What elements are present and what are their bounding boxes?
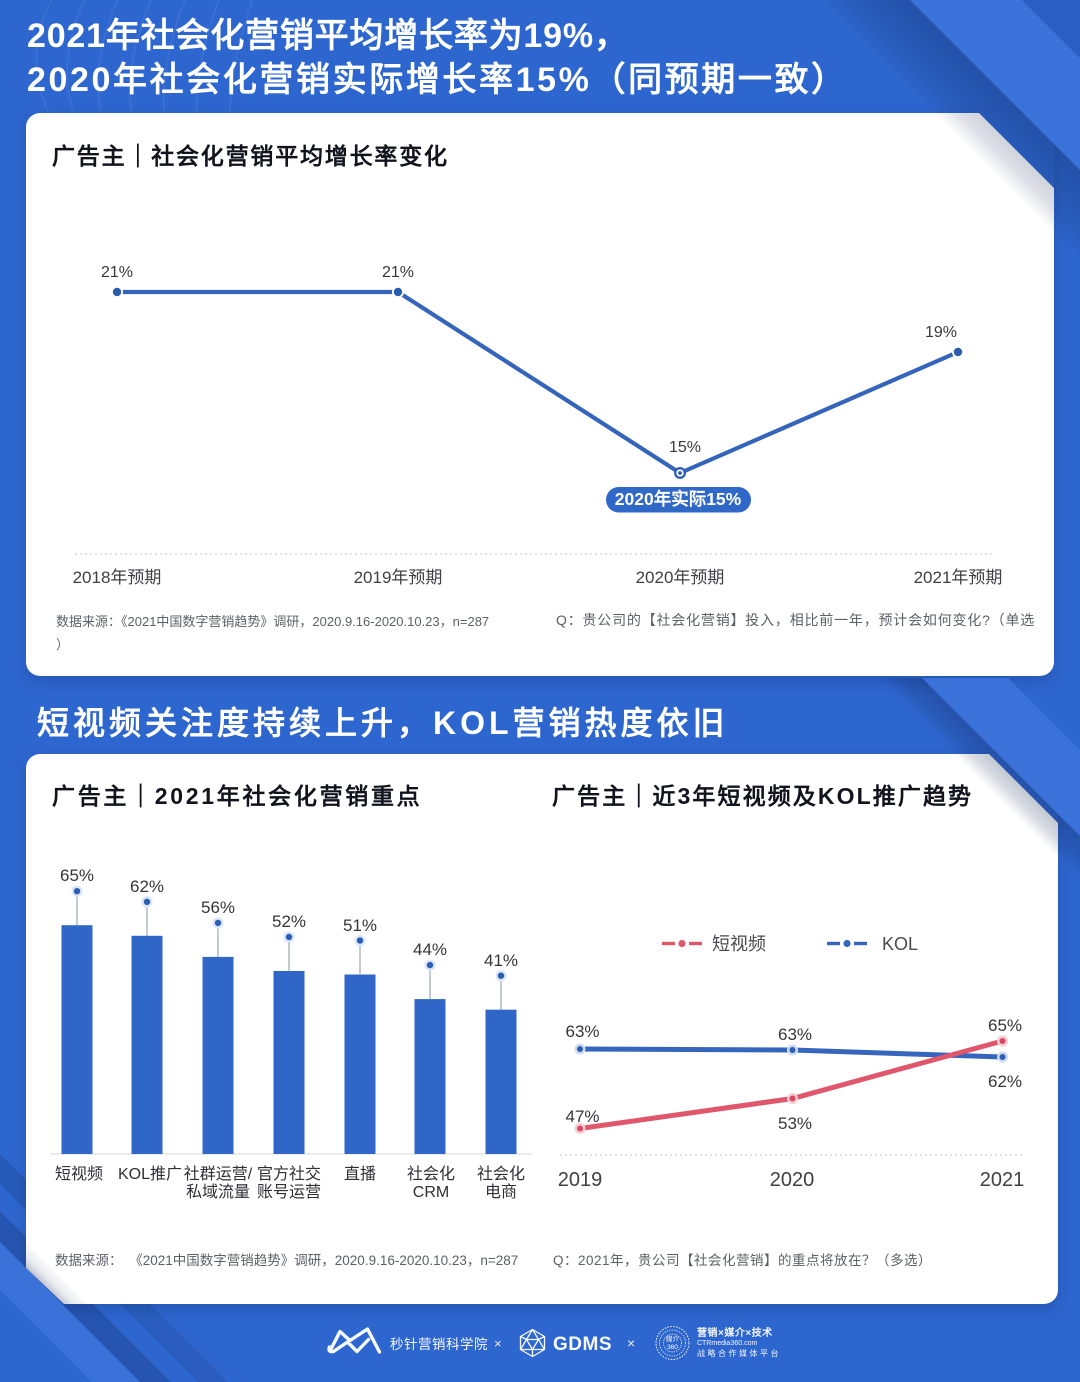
svg-text:KOL: KOL <box>882 934 918 954</box>
svg-text:44%: 44% <box>413 940 447 959</box>
svg-text:战略合作媒体平台: 战略合作媒体平台 <box>697 1348 781 1358</box>
svg-text:63%: 63% <box>778 1025 812 1044</box>
svg-text:2021年预期: 2021年预期 <box>914 568 1003 587</box>
svg-text:51%: 51% <box>343 916 377 935</box>
svg-text:×: × <box>627 1335 635 1351</box>
svg-text:官方社交: 官方社交 <box>257 1165 321 1183</box>
svg-text:2019年预期: 2019年预期 <box>354 568 443 587</box>
svg-text:账号运营: 账号运营 <box>257 1183 321 1201</box>
svg-text:2020年实际15%: 2020年实际15% <box>615 489 742 509</box>
svg-text:41%: 41% <box>484 951 518 970</box>
svg-text:2020: 2020 <box>770 1169 815 1191</box>
svg-text:19%: 19% <box>925 324 957 341</box>
svg-text:GDMS: GDMS <box>553 1334 612 1355</box>
svg-text:短视频: 短视频 <box>712 934 766 954</box>
svg-text:56%: 56% <box>201 898 235 917</box>
svg-text:营销×媒介×技术: 营销×媒介×技术 <box>697 1326 773 1339</box>
svg-text:CTRmedia360.com: CTRmedia360.com <box>697 1340 757 1347</box>
svg-text:65%: 65% <box>60 866 94 885</box>
svg-text:53%: 53% <box>778 1114 812 1133</box>
svg-text:KOL推广: KOL推广 <box>118 1165 182 1183</box>
svg-text:电商: 电商 <box>485 1183 517 1201</box>
svg-text:21%: 21% <box>382 264 414 281</box>
svg-text:CRM: CRM <box>413 1184 449 1201</box>
svg-text:52%: 52% <box>272 912 306 931</box>
svg-text:62%: 62% <box>988 1072 1022 1091</box>
svg-text:21%: 21% <box>101 264 133 281</box>
svg-text:直播: 直播 <box>344 1165 376 1183</box>
svg-text:63%: 63% <box>565 1022 599 1041</box>
svg-text:×: × <box>494 1336 502 1351</box>
svg-text:私域流量: 私域流量 <box>186 1183 250 1201</box>
svg-text:媒介: 媒介 <box>666 1334 680 1343</box>
svg-text:秒针营销科学院: 秒针营销科学院 <box>390 1337 488 1352</box>
svg-text:65%: 65% <box>988 1016 1022 1035</box>
svg-text:2019: 2019 <box>558 1169 603 1191</box>
svg-text:2021: 2021 <box>980 1169 1025 1191</box>
svg-text:15%: 15% <box>669 439 701 456</box>
svg-text:2018年预期: 2018年预期 <box>73 568 162 587</box>
svg-text:62%: 62% <box>130 877 164 896</box>
svg-text:社会化: 社会化 <box>477 1165 525 1183</box>
svg-text:社会化: 社会化 <box>407 1165 455 1183</box>
svg-text:360: 360 <box>667 1344 678 1351</box>
svg-text:社群运营/: 社群运营/ <box>184 1165 253 1183</box>
svg-text:短视频: 短视频 <box>55 1165 103 1183</box>
svg-text:47%: 47% <box>565 1107 599 1126</box>
svg-text:2020年预期: 2020年预期 <box>636 568 725 587</box>
